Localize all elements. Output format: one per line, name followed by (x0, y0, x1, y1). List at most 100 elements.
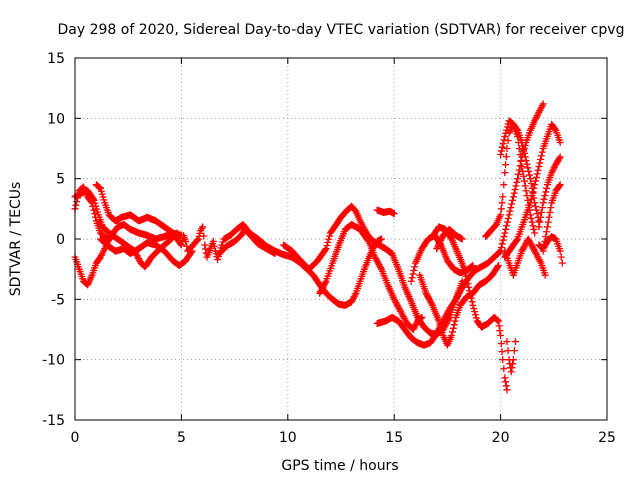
data-point (517, 157, 525, 165)
data-point (433, 245, 441, 253)
data-point (531, 229, 539, 237)
data-point (523, 160, 531, 168)
series-track-19 (501, 120, 564, 261)
data-point (494, 262, 502, 270)
data-point (546, 208, 554, 216)
series-track-7 (216, 225, 279, 257)
data-point (518, 247, 526, 255)
data-point (516, 162, 524, 170)
data-point (425, 294, 433, 302)
data-point (500, 365, 508, 373)
data-point (390, 295, 398, 303)
data-point (541, 192, 549, 200)
data-point (444, 308, 452, 316)
data-point (529, 244, 537, 252)
data-point (422, 289, 430, 297)
data-point (505, 211, 513, 219)
data-point (510, 189, 518, 197)
data-point (502, 378, 510, 386)
data-point (469, 262, 477, 270)
data-point (435, 240, 443, 248)
data-point (501, 374, 509, 382)
series-track-18 (497, 100, 547, 255)
data-point (177, 240, 185, 248)
data-point (538, 204, 546, 212)
data-point (316, 289, 324, 297)
data-point (377, 235, 385, 243)
series-track-13 (429, 223, 511, 394)
data-point (525, 237, 533, 245)
data-point (542, 188, 550, 196)
data-point (537, 213, 545, 221)
y-tick-label: 0 (56, 232, 65, 248)
data-point (526, 238, 534, 246)
data-point (96, 184, 104, 192)
data-point (541, 271, 549, 279)
data-point (534, 166, 542, 174)
data-point (497, 243, 505, 251)
data-point (537, 208, 545, 216)
x-tick-label: 5 (177, 430, 186, 446)
data-point (434, 328, 442, 336)
data-point (503, 123, 511, 131)
data-point (219, 238, 227, 246)
data-point (375, 261, 383, 269)
data-point (527, 179, 535, 187)
data-point (514, 170, 522, 178)
data-point (498, 348, 506, 356)
data-point (466, 287, 474, 295)
data-point (514, 175, 522, 183)
data-point (527, 240, 535, 248)
data-point (529, 222, 537, 230)
data-point (324, 238, 332, 246)
series-track-3 (71, 187, 181, 271)
data-point (497, 147, 505, 155)
data-point (393, 301, 401, 309)
data-point (456, 288, 464, 296)
data-point (501, 169, 509, 177)
data-point (508, 200, 516, 208)
data-point (395, 304, 403, 312)
data-point (539, 100, 547, 108)
data-point (511, 186, 519, 194)
data-point (504, 347, 512, 355)
x-tick-label: 20 (492, 430, 510, 446)
data-point (210, 242, 218, 250)
data-point (537, 155, 545, 163)
data-point (499, 140, 507, 148)
data-point (409, 270, 417, 278)
data-point (441, 314, 449, 322)
data-point (426, 297, 434, 305)
data-point (509, 360, 517, 368)
data-point (442, 311, 450, 319)
data-point (531, 181, 539, 189)
data-point (519, 246, 527, 254)
data-point (494, 316, 502, 324)
x-axis-label: GPS time / hours (281, 458, 398, 474)
data-point (509, 196, 517, 204)
data-point (530, 184, 538, 192)
data-point (321, 280, 329, 288)
data-point (271, 249, 279, 257)
data-point (390, 210, 398, 218)
data-point (423, 291, 431, 299)
y-tick-label: -5 (51, 292, 65, 308)
data-point (496, 327, 504, 335)
x-tick-label: 0 (71, 430, 80, 446)
data-point (497, 151, 505, 159)
data-point (371, 253, 379, 261)
data-point (533, 210, 541, 218)
data-point (447, 234, 455, 242)
data-point (497, 332, 505, 340)
y-tick-label: 10 (47, 111, 65, 127)
data-point (503, 338, 511, 346)
data-point (513, 236, 521, 244)
series-track-9 (316, 221, 426, 333)
data-point (557, 253, 565, 261)
data-point (449, 328, 457, 336)
data-point (451, 317, 459, 325)
data-point (532, 206, 540, 214)
data-point (321, 279, 329, 287)
data-point (457, 286, 465, 294)
